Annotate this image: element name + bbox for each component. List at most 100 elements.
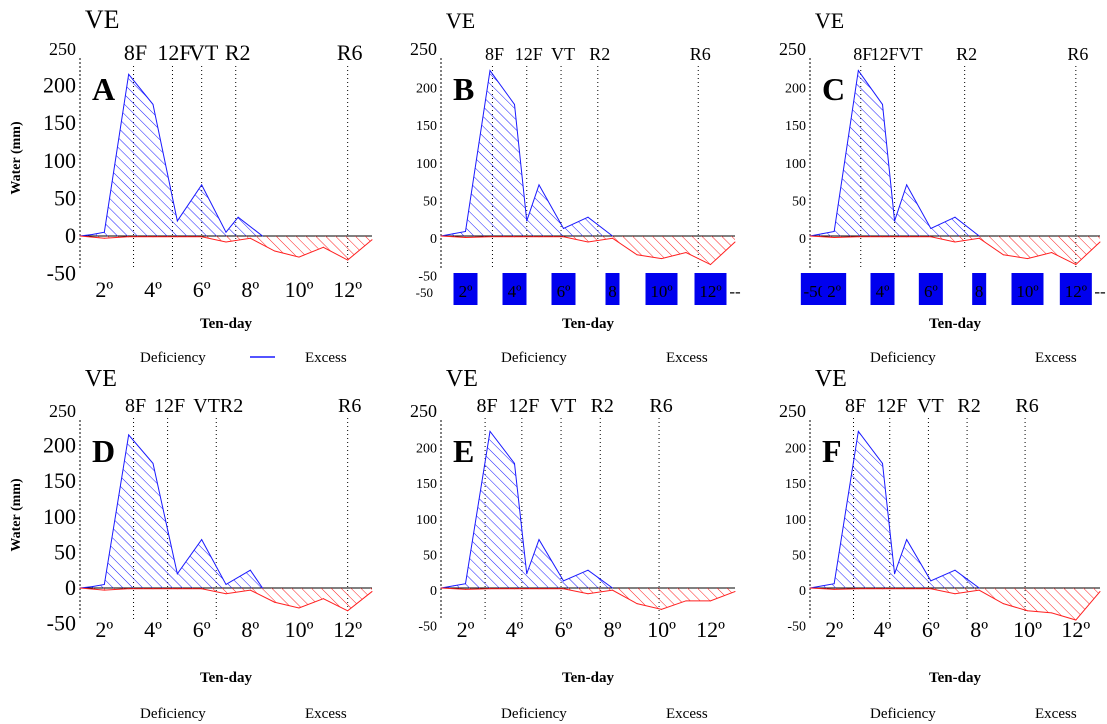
panel-f-stage-label: 8F (845, 395, 866, 417)
panel-a-y-tick-label: 250 (49, 39, 76, 59)
panel-d-deficiency-point (201, 588, 203, 590)
panel-c-x-tick-label: -- (1094, 282, 1106, 301)
panel-e-legend-excess: Excess (666, 706, 708, 722)
panel-a-deficiency-point (176, 236, 178, 238)
panel-b-deficiency-point (661, 258, 662, 260)
panel-b-stage-label: R6 (690, 44, 711, 64)
panel-d-y-tick-label: 100 (43, 504, 76, 529)
panel-d-excess-point (176, 573, 178, 575)
panel-c-deficiency-area (810, 236, 1100, 265)
panel-d-y-tick-label: 0 (65, 575, 76, 600)
panel-a-x-tick-label: 10º (285, 277, 314, 302)
panel-e-deficiency-point (685, 600, 687, 602)
panel-a-deficiency-point (103, 237, 105, 239)
panel-c-x-tick-label: -50 (803, 282, 826, 301)
panel-d-deficiency-point (298, 607, 300, 609)
panel-a-deficiency-point (152, 236, 154, 238)
panel-a-excess-point (91, 233, 93, 235)
panel-b-excess-point (465, 230, 466, 232)
panel-c-x-tick-box (822, 273, 847, 305)
panel-b-excess-point (563, 227, 564, 229)
panel-f-excess-point (954, 569, 956, 571)
panel-f-excess-point (821, 585, 823, 587)
panel-d-y-axis-title: Water (mm) (9, 478, 24, 552)
panel-b-legend-excess: Excess (666, 350, 708, 366)
panel-e-x-tick-label: 2º (457, 617, 475, 642)
panel-b-deficiency-point (636, 254, 638, 256)
panel-b-y-tick-label: -50 (418, 270, 437, 285)
panel-b-y-tick-label: 50 (423, 194, 437, 209)
panel-e-x-tick-label: 4º (506, 617, 524, 642)
panel-b-y-tick-label: 0 (430, 232, 437, 247)
panel-b-excess-point (587, 216, 589, 218)
panel-e-deficiency-point (612, 589, 613, 591)
panel-b-y-tick-label: 200 (416, 82, 437, 97)
panel-f-x-tick-label: 12º (1061, 617, 1090, 642)
panel-b-excess-point (489, 70, 491, 72)
panel-b-excess-point (452, 233, 454, 235)
panel-e-x-tick-label: 6º (555, 617, 573, 642)
panel-d-stage-label-ve: VE (85, 366, 117, 392)
panel-d-deficiency-point (152, 588, 154, 590)
panel-d-deficiency-point (176, 588, 178, 590)
panel-a-deficiency-point (371, 239, 373, 241)
panel-d-deficiency-point (249, 589, 251, 591)
panel-b-deficiency-point (587, 241, 589, 243)
panel-c-excess-point (821, 233, 823, 235)
panel-a-excess-area (80, 74, 263, 236)
panel-a-legend-deficiency: Deficiency (140, 350, 206, 366)
panel-a-x-tick-label: 2º (95, 277, 113, 302)
panel-c-deficiency-point (882, 236, 883, 238)
panel-c-deficiency-point (906, 236, 908, 238)
panel-e-y-tick-label: 200 (416, 442, 437, 457)
panel-d-deficiency-point (225, 593, 227, 595)
panel-d-excess-point (91, 586, 93, 588)
panel-c-y-tick-label: 200 (785, 82, 806, 97)
panel-e-x-tick-label: 12º (696, 617, 725, 642)
panel-a-y-tick-label: 150 (43, 110, 76, 135)
panel-f-excess-point (882, 462, 883, 464)
panel-c-deficiency-point (1099, 241, 1101, 243)
panel-f-x-tick-label: 10º (1013, 617, 1042, 642)
panel-d-deficiency-point (322, 598, 324, 600)
panel-e-excess-point (452, 585, 454, 587)
panel-e-deficiency-point (710, 600, 711, 602)
panel-a-excess-point (237, 216, 239, 218)
panel-d-excess-point (128, 434, 130, 436)
panel-f-stage-label: VT (917, 395, 944, 417)
panel-d-deficiency-point (274, 601, 276, 603)
panel-a-stage-label: VT (189, 40, 219, 65)
panel-f-excess-point (930, 580, 932, 582)
panel-b-x-tick-label: 6º (557, 282, 571, 301)
panel-b-x-tick-box (453, 273, 478, 305)
panel-e-stage-label-ve: VE (446, 366, 478, 392)
panel-b-excess-point (538, 184, 540, 186)
panel-d-excess-point (225, 583, 227, 585)
panel-f-stage-label: 12F (876, 395, 907, 417)
panel-a-y-tick-label: 100 (43, 148, 76, 173)
panel-e-stage-label: 12F (508, 395, 539, 417)
panel-b-x-tick-box (551, 273, 576, 305)
panel-a-y-tick-label: 50 (54, 185, 76, 210)
panel-d-legend-deficiency: Deficiency (140, 706, 206, 722)
panel-b-deficiency-point (514, 236, 515, 238)
panel-a-stage-label: 8F (124, 40, 147, 65)
panel-f-deficiency-point (906, 588, 908, 590)
panel-c-deficiency-point (1051, 252, 1053, 254)
panel-a-deficiency-point (347, 259, 349, 261)
panel-d-stage-label: 12F (154, 395, 185, 417)
panel-f-deficiency-area (810, 588, 1100, 621)
panel-c-deficiency-point (1002, 254, 1004, 256)
panel-c-deficiency-point (1027, 258, 1028, 260)
panel-c-stage-label: R2 (956, 44, 977, 64)
panel-d-x-axis-title: Ten-day (200, 670, 252, 686)
panel-a-x-tick-label: 12º (333, 277, 362, 302)
panel-b-excess-point (514, 103, 515, 105)
panel-b-x-tick-box (645, 273, 678, 305)
panel-e-y-tick-label: 150 (416, 477, 437, 492)
panel-a-deficiency-point (128, 236, 130, 238)
panel-a-deficiency-point (225, 241, 227, 243)
panel-f-y-tick-label: 250 (779, 401, 806, 421)
panel-c-x-tick-box (1059, 273, 1092, 305)
panel-c-excess-line (809, 69, 980, 237)
